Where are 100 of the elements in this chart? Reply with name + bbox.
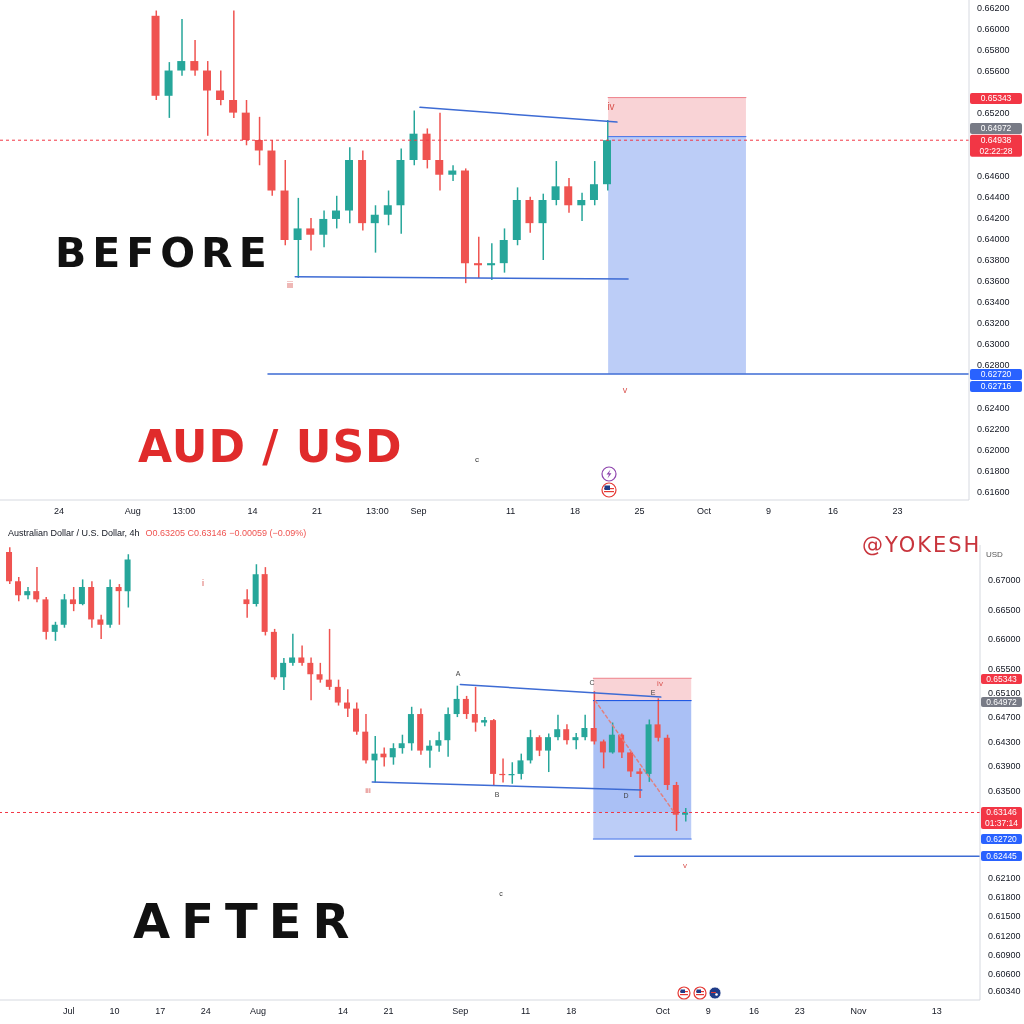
x-tick-label: 11 [505, 506, 516, 517]
x-tick-label: 13:00 [172, 506, 196, 517]
x-tick-label: Aug [250, 1006, 267, 1017]
x-tick-label: Sep [410, 506, 427, 517]
candlestick [289, 633, 296, 666]
candlestick [298, 645, 305, 666]
candlestick [190, 40, 199, 76]
x-tick-label: 17 [155, 1006, 166, 1017]
y-tick-label: 0.62400 [977, 402, 1010, 413]
candlestick [306, 217, 315, 251]
candlestick [448, 165, 457, 182]
y-tick-label: 0.64400 [977, 192, 1010, 203]
ref-line-label: 0.63146 01:37:14 [984, 807, 1019, 829]
text: 0.62445 [981, 850, 1022, 861]
annotation: AFTER [133, 893, 361, 950]
candlestick [307, 657, 314, 701]
y-tick-label: 0.65100 [988, 688, 1021, 699]
x-tick-label: 23 [794, 1006, 805, 1017]
x-tick-label: 18 [570, 506, 581, 517]
y-tick-label: 0.65500 [988, 664, 1021, 675]
y-tick-label: 0.65600 [977, 65, 1010, 76]
x-tick-label: 21 [383, 1006, 394, 1017]
candlestick [243, 589, 250, 618]
candlestick [229, 10, 238, 118]
y-tick-label: 0.67000 [988, 575, 1021, 586]
y-tick-label: 0.60340 [988, 986, 1021, 997]
annotation: BEFORE [55, 229, 273, 278]
y-tick-label: 0.62100 [988, 873, 1021, 884]
text: 0.64972 [981, 697, 1022, 708]
candlestick [636, 768, 643, 798]
text: 0.62720 [981, 833, 1022, 844]
x-tick-label: 9 [766, 506, 772, 517]
y-tick-label: 0.61500 [988, 911, 1021, 922]
y-tick-label: 0.60600 [988, 969, 1021, 980]
annotation: iv [657, 679, 663, 688]
x-tick-label: 9 [705, 1006, 711, 1017]
y-tick-label: 0.65200 [977, 107, 1010, 118]
candlestick [474, 236, 483, 278]
x-tick-label: 25 [634, 506, 645, 517]
x-tick-label: Aug [124, 506, 141, 517]
y-tick-label: 0.66000 [977, 23, 1010, 34]
x-tick-label: 21 [312, 506, 323, 517]
chart-subtitle: O0.63205 C0.63146 −0.00059 (−0.09%) [145, 528, 307, 538]
annotation: i [202, 577, 204, 588]
chart-title: Australian Dollar / U.S. Dollar, 4h [8, 528, 140, 538]
text: 0.62716 [970, 380, 1022, 392]
candlestick [371, 735, 378, 783]
x-tick-label: 23 [892, 506, 903, 517]
y-tick-label: 0.64300 [988, 736, 1021, 747]
candlestick [682, 807, 689, 822]
annotation: @YOKESH [862, 533, 982, 558]
y-tick-label: 0.65800 [977, 44, 1010, 55]
x-tick-label: 24 [200, 1006, 211, 1017]
candlestick [572, 732, 579, 750]
y-tick-label: 0.63500 [988, 785, 1021, 796]
x-tick-label: Jul [63, 1006, 75, 1017]
text: 0.65343 [970, 93, 1022, 105]
y-tick-label: 0.63400 [977, 297, 1010, 308]
y-tick-label: 0.66500 [988, 604, 1021, 615]
x-tick-label: 13 [931, 1006, 942, 1017]
y-tick-label: 0.64000 [977, 234, 1010, 245]
y-tick-label: 0.66200 [977, 2, 1010, 13]
annotation: iv [607, 101, 615, 112]
annotation: iii [365, 786, 371, 795]
x-tick-label: Oct [697, 506, 712, 517]
x-tick-label: 16 [828, 506, 839, 517]
y-tick-label: 0.60900 [988, 949, 1021, 960]
x-tick-label: Sep [452, 1006, 469, 1017]
candlestick [487, 243, 496, 280]
y-tick-label: 0.62000 [977, 444, 1010, 455]
annotation: AUD / USD [138, 420, 403, 472]
x-tick-label: Oct [655, 1006, 671, 1017]
x-tick-label: 13:00 [366, 506, 389, 517]
x-tick-label: 18 [566, 1006, 577, 1017]
candlestick [435, 731, 442, 752]
x-tick-label: 16 [749, 1006, 760, 1017]
y-tick-label: 0.63000 [977, 339, 1010, 350]
candlestick [344, 689, 351, 718]
candlestick [426, 740, 433, 768]
y-tick-label: 0.64600 [977, 170, 1010, 181]
y-axis-title: USD [986, 550, 1003, 560]
y-tick-label: 0.62200 [977, 423, 1010, 434]
text: 0.62720 [970, 368, 1022, 380]
candlestick [177, 18, 186, 76]
annotation: v [683, 861, 687, 870]
x-tick-label: 11 [520, 1006, 531, 1017]
y-tick-label: 0.66000 [988, 634, 1021, 645]
candlestick [435, 112, 444, 191]
y-tick-label: 0.61600 [977, 486, 1010, 497]
candlestick [577, 192, 586, 222]
y-tick-label: 0.61800 [988, 892, 1021, 903]
annotation: c [475, 455, 479, 464]
annotation: v [622, 384, 628, 395]
y-tick-label: 0.62800 [977, 360, 1010, 371]
ref-line-label: 0.64938 02:22:28 [979, 135, 1013, 157]
y-tick-label: 0.64700 [988, 712, 1021, 723]
y-tick-label: 0.63800 [977, 255, 1010, 266]
x-tick-label: Nov [850, 1006, 867, 1017]
y-tick-label: 0.61200 [988, 930, 1021, 941]
text: 0.64972 [970, 123, 1022, 134]
